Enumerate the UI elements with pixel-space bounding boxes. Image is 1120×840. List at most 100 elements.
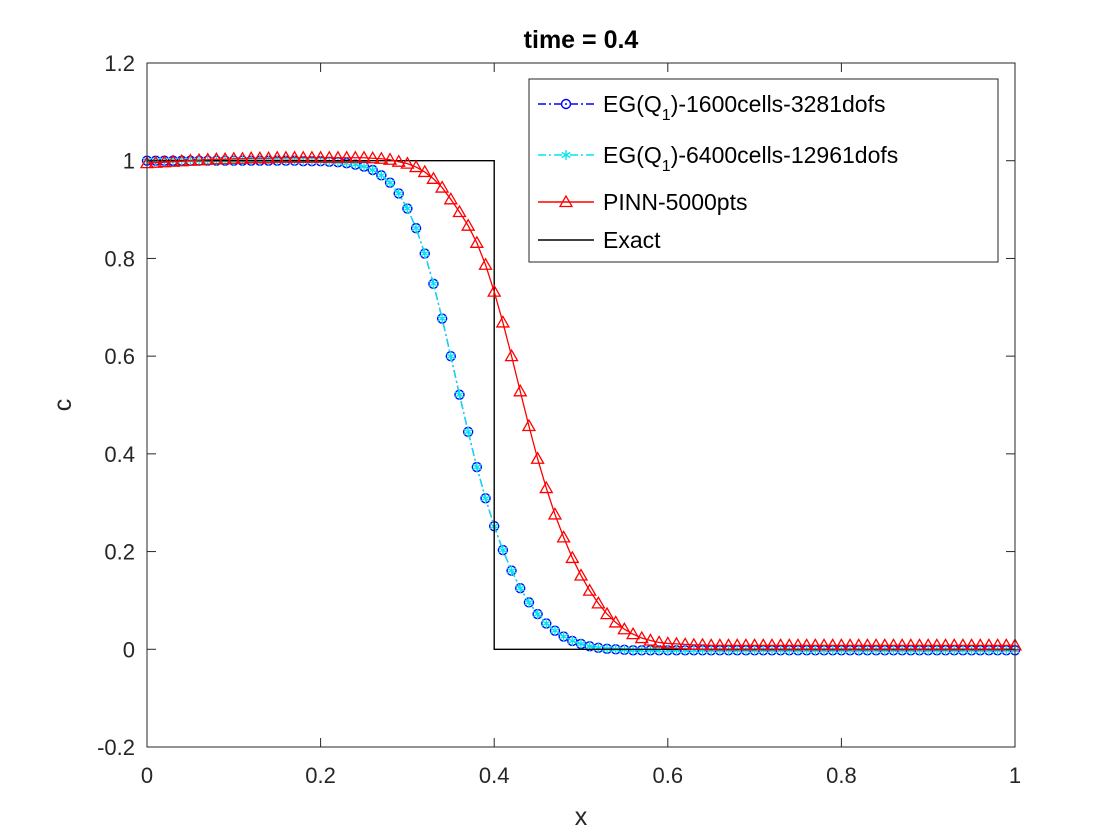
data-point [877,638,892,651]
data-point [191,152,207,166]
data-point [394,188,404,199]
y-axis-label: c [49,399,77,412]
data-point [834,638,849,651]
data-point [567,635,577,646]
data-point [348,150,363,163]
data-point [541,618,551,629]
data-point [524,597,534,608]
data-point [495,315,511,328]
data-point [738,638,754,651]
x-tick-label: 0.8 [826,763,857,788]
data-point [704,638,719,651]
legend-label: Exact [603,227,661,253]
x-axis-label: x [575,803,588,831]
data-point [452,204,467,218]
data-point [368,164,378,175]
legend-label: PINN-5000pts [603,189,747,215]
data-point [174,153,189,167]
data-point [226,151,241,164]
legend-box [528,78,999,263]
data-point [437,313,447,324]
data-point [686,637,701,651]
data-point [730,638,745,651]
data-point [912,638,927,651]
data-point [217,151,233,165]
data-point [515,583,525,594]
data-point [461,218,476,231]
data-point [539,480,554,494]
data-point [825,638,840,651]
data-point [400,156,415,169]
x-tick-label: 0.2 [305,763,336,788]
data-point [643,633,658,646]
y-tick-label: -0.2 [97,735,135,760]
y-tick-label: 1 [123,149,135,174]
data-point [903,638,918,651]
data-point [330,150,346,163]
data-point [721,638,736,651]
data-point [498,545,508,556]
data-point [434,180,450,193]
data-point [408,159,424,173]
legend-entry: EG(Q1)-6400cells-12961dofs [538,142,898,175]
data-point [747,638,762,651]
data-point [558,631,569,642]
data-point [391,154,406,167]
data-point [886,638,901,651]
data-point [790,638,806,651]
data-point [304,150,320,163]
x-tick-label: 0.4 [479,763,510,788]
data-point [558,194,574,208]
data-point [929,638,945,651]
data-point [712,638,728,651]
data-point [200,152,215,165]
data-point [782,638,797,651]
data-point [402,203,413,214]
legend-entry: EG(Q1)-1600cells-3281dofs [538,91,885,124]
data-point [513,384,528,397]
data-point [550,625,560,636]
chart-title: time = 0.4 [524,26,639,54]
data-point [446,351,456,362]
data-point [261,150,276,164]
legend: EG(Q1)-1600cells-3281dofs EG(Q1)-6400cell… [528,78,999,263]
data-point [608,615,623,628]
data-point [356,150,372,163]
data-point [454,389,465,400]
data-point [634,630,649,644]
data-point [565,550,580,564]
data-point [556,530,571,543]
data-point [472,462,482,473]
axes-box [146,62,1016,748]
legend-entry: Exact [538,227,661,253]
data-point [808,638,823,651]
data-point [860,638,875,651]
data-point [244,150,259,164]
data-point [955,638,971,651]
data-point [417,164,432,178]
data-point [165,154,181,167]
data-point [561,150,571,160]
data-point [506,565,517,576]
data-point [420,248,430,259]
y-tick-label: 0.2 [104,540,135,565]
data-point [532,609,543,620]
x-tick-label: 0 [141,763,153,788]
data-point [382,152,398,165]
data-point [480,493,491,504]
y-tick-label: 0.4 [104,442,135,467]
legend-label: EG(Q1)-1600cells-3281dofs [603,91,885,124]
data-point [443,192,458,205]
data-point [695,637,710,651]
data-point [428,278,439,289]
data-point [209,151,224,165]
data-point [530,451,545,464]
data-point [313,150,328,163]
data-point [270,150,285,163]
data-point [964,638,979,651]
data-point [411,223,421,234]
data-point [296,150,311,163]
data-point [947,638,962,651]
data-point [999,638,1014,651]
